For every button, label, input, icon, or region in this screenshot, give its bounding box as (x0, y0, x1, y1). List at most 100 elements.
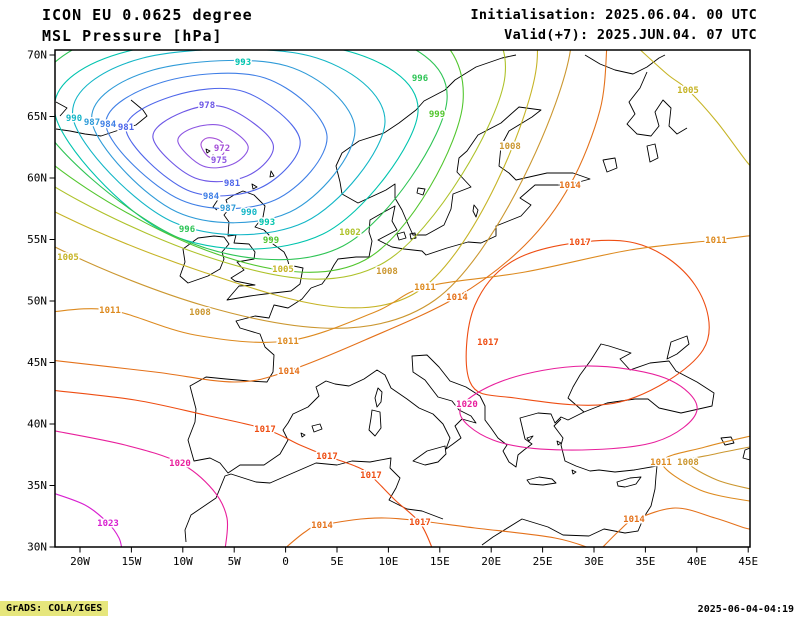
isobar-label-1005: 1005 (272, 265, 294, 275)
isobar-978 (152, 105, 274, 183)
coastline-path (310, 54, 591, 289)
isobar-1005 (639, 50, 750, 167)
isobar-label-1017: 1017 (477, 338, 499, 348)
lat-tick-label: 50N (27, 295, 47, 308)
isobars (55, 50, 750, 547)
coastline-path (223, 190, 304, 301)
lat-tick-label: 70N (27, 49, 47, 62)
isobar-label-987: 987 (84, 118, 100, 128)
coastline-path (368, 409, 382, 437)
isobar-label-1002: 1002 (339, 228, 361, 238)
valid-time-label: Valid(+7): 2025.JUN.04. 07 UTC (504, 27, 757, 43)
coastline-path (626, 71, 688, 137)
isobar-label-1014: 1014 (311, 521, 333, 531)
coastline-path (472, 204, 479, 218)
isobar-1002 (55, 50, 507, 280)
isobar-972 (200, 137, 226, 159)
isobar-label-999: 999 (429, 110, 445, 120)
isobar-label-996: 996 (412, 74, 428, 84)
isobar-1008 (687, 446, 750, 490)
isobar-label-1014: 1014 (446, 293, 468, 303)
coastline-path (374, 387, 383, 408)
isobar-1020 (459, 365, 698, 451)
coastline-path (55, 99, 148, 137)
lat-tick-label: 55N (27, 233, 47, 246)
coastline-path (616, 476, 642, 488)
coastline-path (666, 335, 690, 360)
coastline-path (311, 423, 323, 433)
isobar-label-996: 996 (179, 225, 195, 235)
isobar-label-990: 990 (241, 208, 257, 218)
coastline-path (396, 231, 407, 241)
coastline-path (481, 418, 658, 546)
isobar-996 (55, 50, 448, 261)
coastline-path (646, 143, 659, 163)
isobar-1011 (55, 235, 750, 343)
isobar-label-1017: 1017 (409, 518, 431, 528)
isobar-label-975: 975 (211, 156, 227, 166)
isobar-975 (177, 124, 249, 169)
isobar-label-1008: 1008 (677, 458, 699, 468)
isobar-1014 (55, 50, 608, 383)
isobar-label-1014: 1014 (623, 515, 645, 525)
isobar-1014 (285, 517, 589, 547)
coastline-path (584, 54, 666, 75)
isobar-label-1017: 1017 (360, 471, 382, 481)
isobar-label-999: 999 (263, 236, 279, 246)
isobar-label-1008: 1008 (499, 142, 521, 152)
isobar-label-1014: 1014 (559, 181, 581, 191)
map-frame (54, 49, 751, 548)
isobar-label-981: 981 (224, 179, 240, 189)
lon-tick-label: 35E (635, 555, 655, 568)
lon-tick-label: 15E (430, 555, 450, 568)
coastline-path (179, 235, 230, 284)
isobar-1017 (465, 239, 710, 406)
coastline-path (416, 187, 426, 196)
isobar-label-1008: 1008 (376, 267, 398, 277)
isobar-label-1005: 1005 (57, 253, 79, 263)
lat-tick-label: 65N (27, 110, 47, 123)
isobar-1017 (55, 390, 433, 547)
lon-tick-label: 45E (738, 555, 758, 568)
isobar-label-1014: 1014 (278, 367, 300, 377)
lat-tick-label: 45N (27, 356, 47, 369)
isobar-label-1017: 1017 (569, 238, 591, 248)
isobar-label-1011: 1011 (650, 458, 672, 468)
isobar-label-1017: 1017 (316, 452, 338, 462)
coastline-path (55, 101, 68, 117)
isobar-label-1011: 1011 (705, 236, 727, 246)
isobar-label-978: 978 (199, 101, 215, 111)
lon-tick-label: 20W (70, 555, 90, 568)
coastline-path (571, 469, 577, 475)
coastline-path (251, 183, 258, 190)
grads-credit-badge: GrADS: COLA/IGES (0, 601, 109, 616)
coastline-path (300, 432, 306, 438)
coastline-path (187, 287, 585, 474)
field-title: MSL Pressure [hPa] (42, 27, 223, 45)
lon-tick-label: 30E (584, 555, 604, 568)
lon-tick-label: 10W (173, 555, 193, 568)
coastline-path (205, 148, 211, 154)
isobar-999 (55, 50, 464, 273)
isobar-label-1020: 1020 (456, 400, 478, 410)
coastline-path (742, 447, 750, 461)
lon-tick-label: 25E (533, 555, 553, 568)
isobar-label-984: 984 (203, 192, 220, 202)
lon-tick-label: 15W (121, 555, 141, 568)
isobar-label-990: 990 (66, 114, 82, 124)
isobar-1011 (661, 435, 750, 502)
creation-timestamp: 2025-06-04-04:19 (697, 604, 794, 615)
isobar-label-1011: 1011 (414, 283, 436, 293)
coastline-path (412, 445, 447, 466)
isobar-label-972: 972 (214, 144, 230, 154)
coastline-path (212, 197, 220, 211)
coastline-path (526, 476, 557, 486)
isobar-984 (105, 72, 328, 210)
coastline-path (269, 170, 275, 178)
isobar-1023 (55, 493, 123, 547)
coastline-path (567, 343, 715, 414)
isobar-990 (72, 50, 386, 236)
lon-tick-label: 10E (378, 555, 398, 568)
